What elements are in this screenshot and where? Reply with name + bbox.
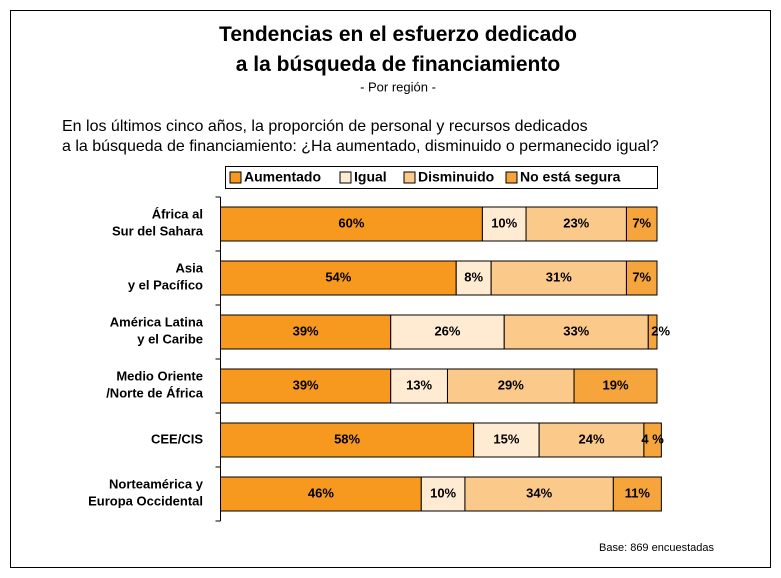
bar-segment <box>490 260 627 296</box>
legend-label: Aumentado <box>244 169 321 185</box>
value-label: 39% <box>293 323 319 338</box>
bar-segment <box>538 422 645 458</box>
bar-segment <box>220 368 392 404</box>
legend-label: Disminuido <box>418 169 494 185</box>
value-label: 7% <box>632 215 651 230</box>
legend-swatch <box>229 171 242 184</box>
note: Base: 869 encuestadas <box>599 542 714 554</box>
legend-label: Igual <box>354 169 387 185</box>
value-label: 26% <box>434 323 460 338</box>
y-tick-label: América Latina y el Caribe <box>110 315 204 347</box>
legend-swatch <box>339 171 352 184</box>
chart-subtitle: - Por región - <box>360 79 436 94</box>
bar-segment <box>643 422 662 458</box>
bar-segment <box>612 476 662 512</box>
bar-segment <box>503 314 649 350</box>
bar-segment <box>481 206 527 242</box>
y-tick-label: Norteamérica y Europa Occidental <box>88 477 204 509</box>
value-label: 11% <box>625 485 651 500</box>
value-label: 24% <box>579 431 605 446</box>
value-label: 54% <box>325 269 351 284</box>
value-label: 29% <box>498 377 524 392</box>
bar-segment <box>525 206 627 242</box>
legend-swatch <box>403 171 416 184</box>
legend-swatch <box>505 171 518 184</box>
value-label: 60% <box>338 215 364 230</box>
bar-segment <box>220 476 422 512</box>
bar-segment <box>625 206 658 242</box>
value-label: 23% <box>563 215 589 230</box>
bar-segment <box>625 260 658 296</box>
bar-segment <box>473 422 540 458</box>
y-tick-label: Medio Oriente/Norte de África <box>106 369 204 401</box>
bar-segment <box>647 314 658 350</box>
value-label: 33% <box>563 323 589 338</box>
value-label: 19% <box>603 377 629 392</box>
bar-segment <box>220 422 475 458</box>
question: En los últimos cinco años, la proporción… <box>62 118 659 155</box>
value-label: 2% <box>651 323 670 338</box>
value-label: 39% <box>293 377 319 392</box>
chart-title: Tendencias en el esfuerzo dedicado a la b… <box>219 23 577 76</box>
legend-box <box>225 166 658 189</box>
value-label: 8% <box>464 269 483 284</box>
value-label: 13% <box>406 377 432 392</box>
value-label: 46% <box>308 485 334 500</box>
y-tick-label: CEE/CIS <box>151 431 203 446</box>
bar-segment <box>573 368 658 404</box>
value-label: 58% <box>334 431 360 446</box>
value-label: 10% <box>491 215 517 230</box>
value-label: 10% <box>430 485 456 500</box>
value-label: 7% <box>632 269 651 284</box>
value-label: 34% <box>526 485 552 500</box>
legend-label: No está segura <box>520 169 621 185</box>
value-label: 15% <box>493 431 519 446</box>
value-label: 31% <box>546 269 572 284</box>
y-tick-label: Asia y el Pacífico <box>128 261 204 293</box>
bar-segment <box>455 260 492 296</box>
bar-segment <box>446 368 575 404</box>
y-tick-label: África al Sur del Sahara <box>112 207 204 239</box>
value-label: 4 % <box>641 431 664 446</box>
bar-segment <box>464 476 614 512</box>
bar-segment <box>390 368 448 404</box>
